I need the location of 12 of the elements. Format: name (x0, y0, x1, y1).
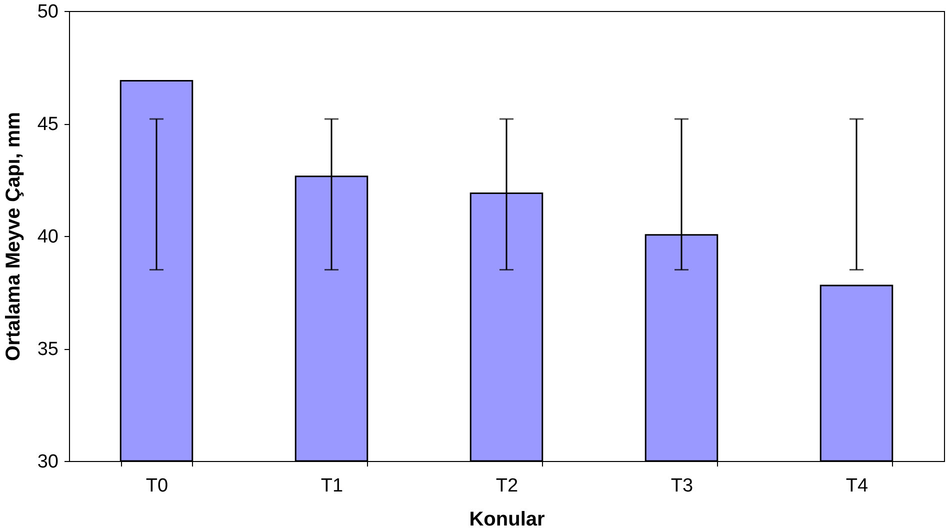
x-tick-label: T3 (670, 476, 694, 496)
x-axis-title: Konular (469, 508, 545, 530)
y-tick-label: 35 (37, 339, 58, 360)
y-axis-title: Ortalama Meyve Çapı, mm (2, 112, 24, 361)
x-tick-label: T4 (846, 476, 869, 496)
x-tick-label: T1 (320, 476, 344, 496)
y-tick-label: 30 (37, 452, 58, 472)
y-tick-label: 50 (37, 2, 58, 22)
y-tick-label: 40 (37, 226, 58, 248)
x-tick-label: T2 (496, 476, 518, 496)
y-tick-label: 45 (37, 114, 58, 135)
x-tick-label: T0 (146, 476, 168, 496)
